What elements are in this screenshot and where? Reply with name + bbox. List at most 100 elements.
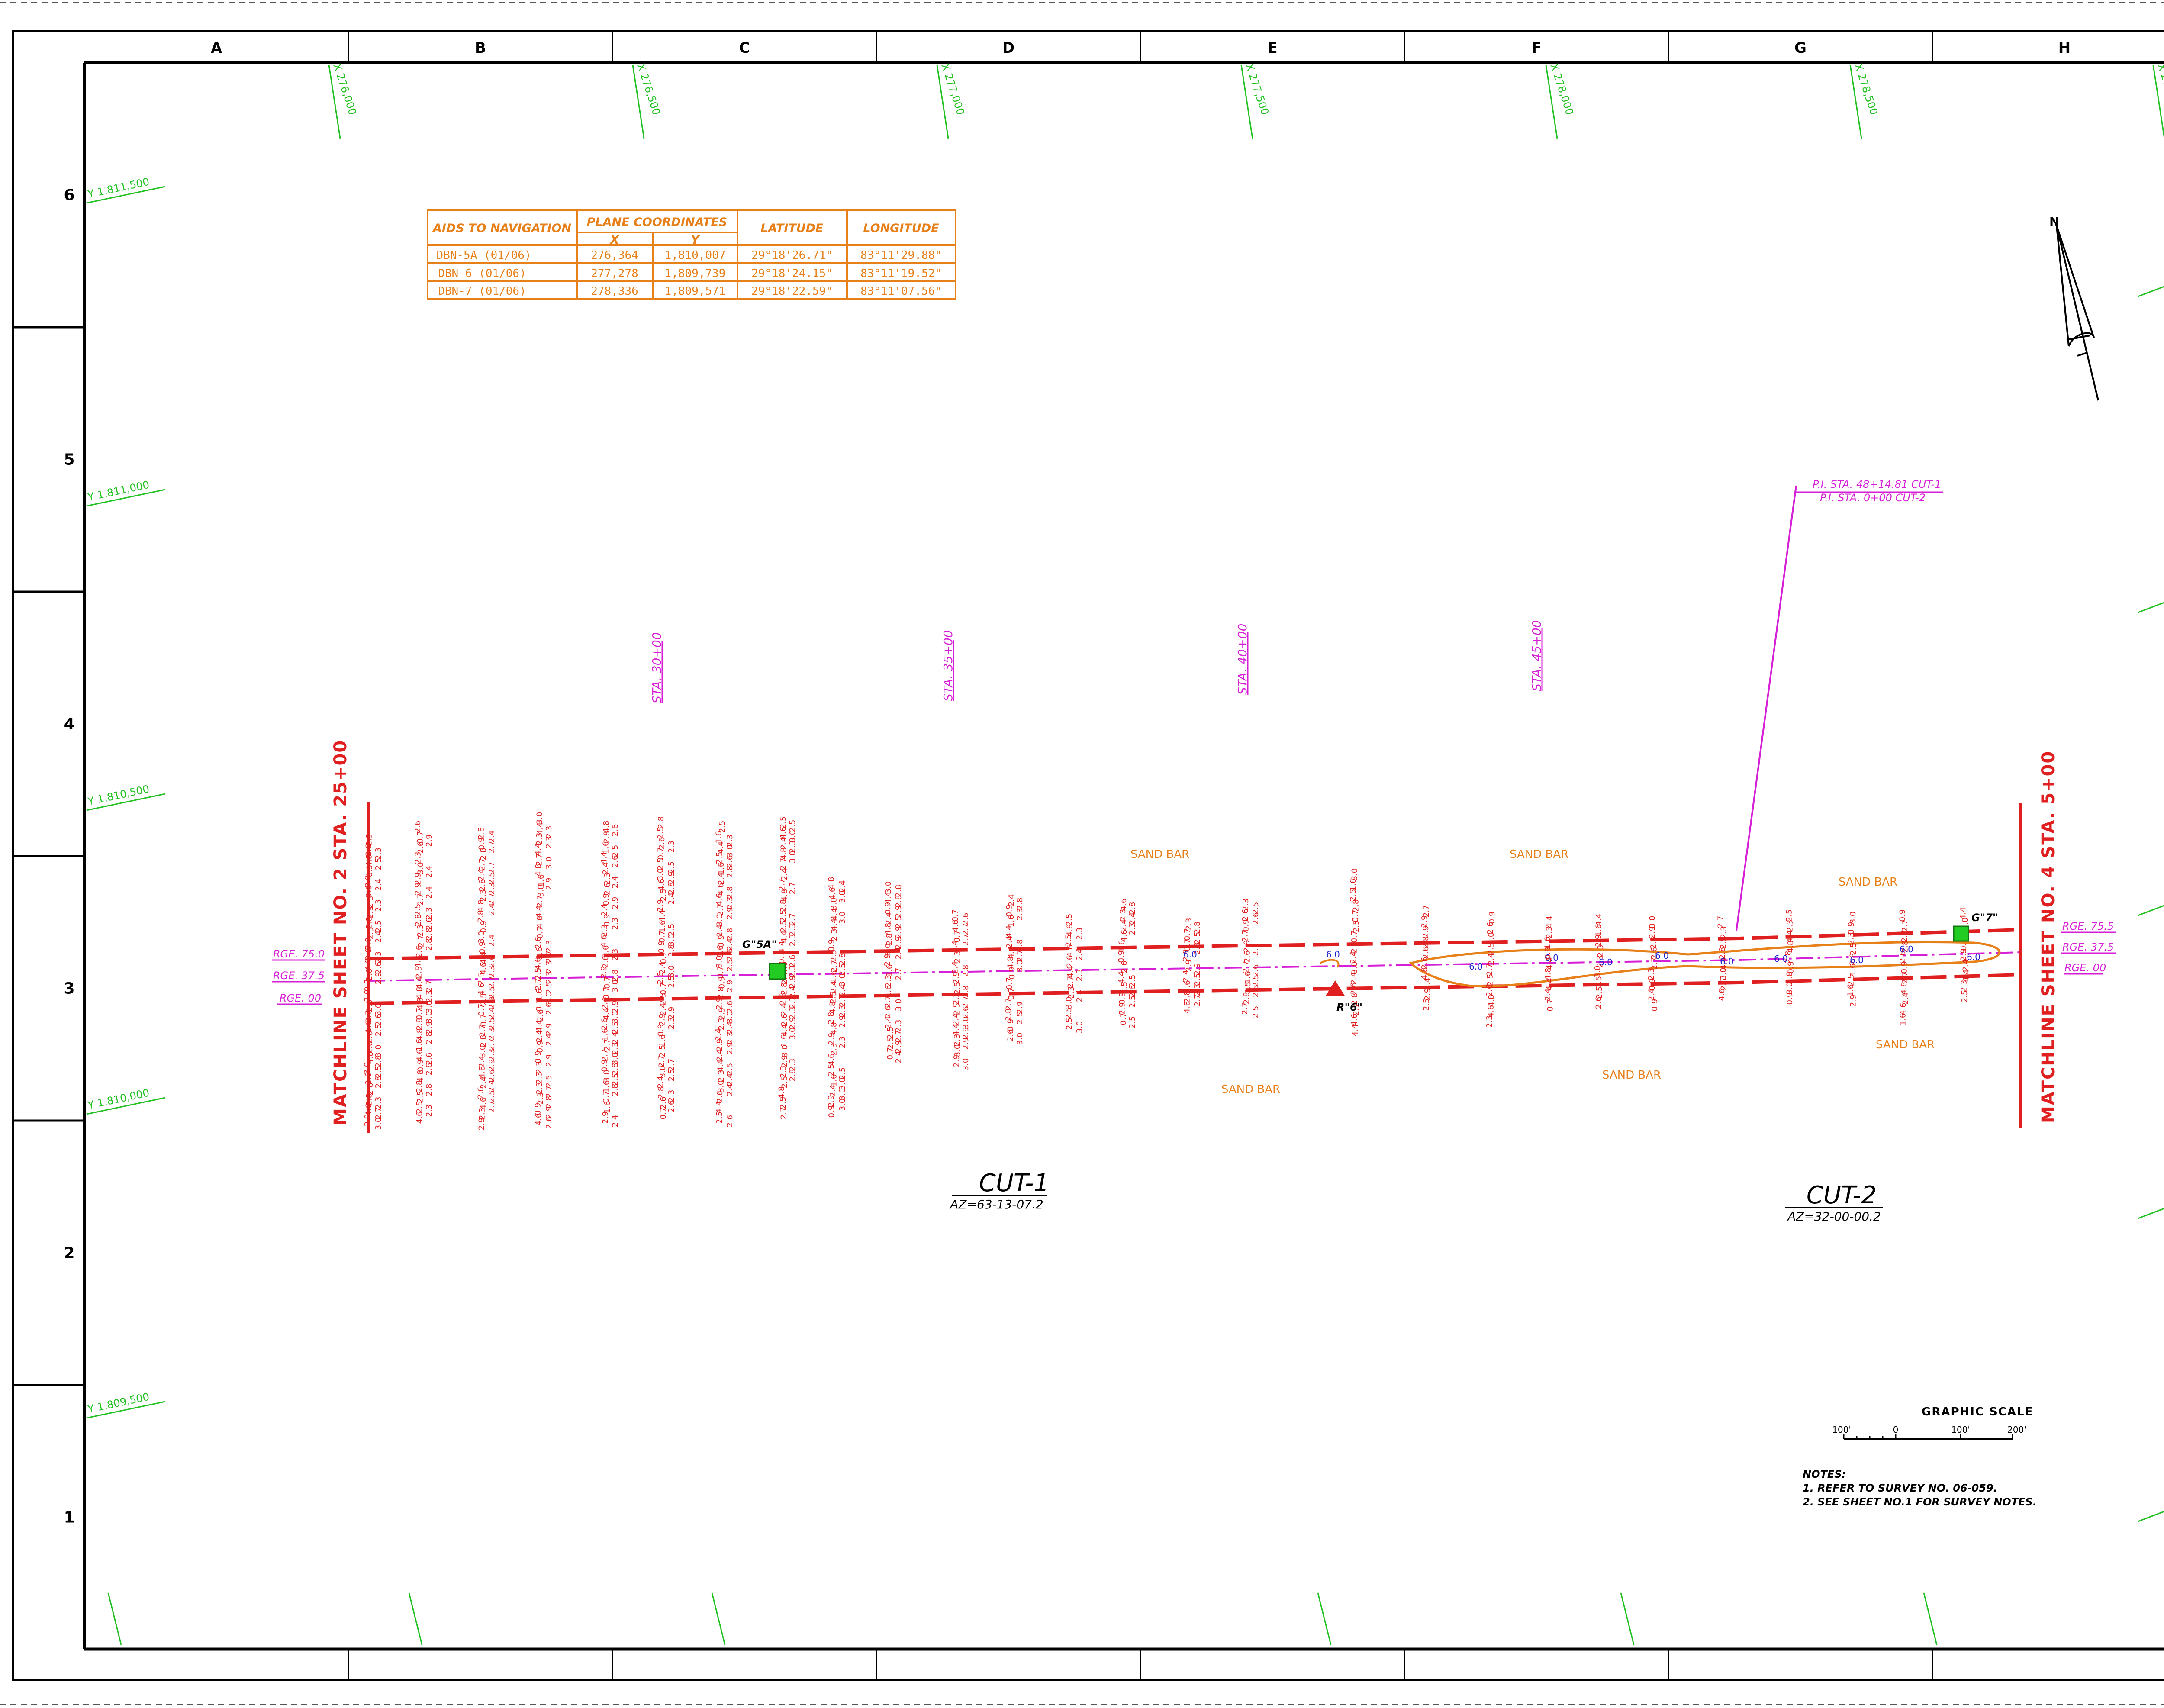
grid-tick bbox=[1317, 1592, 1332, 1645]
north-arrow bbox=[2056, 226, 2099, 401]
sounding: 4.6 bbox=[1119, 899, 1128, 911]
sounding: 2.7 bbox=[838, 995, 847, 1007]
sounding: 2.6 bbox=[364, 844, 374, 857]
pi-leader-line bbox=[1736, 485, 1797, 931]
sounding: 2.9 bbox=[883, 954, 892, 967]
sounding: 2.8 bbox=[425, 1032, 434, 1044]
sounding: 2.3 bbox=[830, 929, 839, 941]
sounding: 4.6 bbox=[534, 1113, 543, 1126]
sounding: 4.4 bbox=[1961, 970, 1971, 982]
row-label: 5 bbox=[64, 451, 74, 469]
header-lat: LATITUDE bbox=[760, 222, 824, 235]
sounding: 2.3 bbox=[1846, 932, 1855, 945]
sounding: 3.0 bbox=[715, 914, 724, 927]
sounding: 4.4 bbox=[602, 1008, 611, 1020]
sounding: 2.5 bbox=[1251, 975, 1260, 987]
sounding: 3.0 bbox=[953, 1044, 962, 1057]
sounding: 2.8 bbox=[414, 914, 423, 927]
sounding: 2.6 bbox=[374, 962, 383, 974]
row-aid: DBN-6 (01/06) bbox=[438, 267, 526, 280]
sounding: 2.4 bbox=[1961, 959, 1971, 972]
sounding: 0.9 bbox=[602, 914, 612, 927]
sounding: 4.8 bbox=[1420, 967, 1429, 980]
row-lon: 83°11'19.52" bbox=[860, 267, 942, 280]
sounding: 2.5 bbox=[1960, 990, 1969, 1003]
sounding: 2.5 bbox=[374, 1024, 383, 1037]
sounding: 4.6 bbox=[1066, 945, 1075, 957]
sounding: 3.0 bbox=[725, 1011, 734, 1024]
sounding: 2.6 bbox=[416, 841, 425, 854]
sounding: 2.9 bbox=[725, 907, 734, 920]
sounding: 2.9 bbox=[838, 1015, 847, 1028]
sounding: 4.8 bbox=[828, 1002, 837, 1014]
sounding: 2.9 bbox=[425, 1022, 434, 1034]
sounding: 4.4 bbox=[1423, 978, 1432, 990]
sounding: 2.7 bbox=[1240, 1002, 1249, 1015]
sounding: 4.8 bbox=[779, 848, 788, 860]
sounding: 2.4 bbox=[477, 1056, 486, 1068]
sounding: 0.9 bbox=[534, 1051, 543, 1063]
sounding: 2.8 bbox=[365, 1093, 374, 1106]
sounding: 4.6 bbox=[535, 916, 544, 928]
sounding: 2.4 bbox=[487, 903, 496, 916]
sounding: 2.7 bbox=[1900, 920, 1910, 932]
sounding: 2.9 bbox=[952, 972, 961, 984]
sounding: 2.6 bbox=[1241, 909, 1250, 922]
sounding: 0.7 bbox=[1183, 928, 1192, 941]
sounding: 2.5 bbox=[479, 993, 488, 1006]
sounding: 2.3 bbox=[1649, 937, 1658, 949]
sounding: 2.7 bbox=[788, 913, 797, 926]
sounding: 4.4 bbox=[1958, 907, 1968, 920]
red-triangle-marker bbox=[1325, 980, 1345, 996]
sounding: 2.8 bbox=[725, 866, 734, 878]
sounding: 2.5 bbox=[1251, 1006, 1260, 1018]
aid-marker-5a: G"5A" bbox=[742, 938, 786, 980]
sounding: 3.0 bbox=[477, 931, 486, 944]
sounding: 4.4 bbox=[534, 843, 543, 856]
aid-marker-6: R"6" bbox=[1325, 980, 1362, 1013]
sounding: 2.9 bbox=[544, 878, 554, 890]
sounding: 3.0 bbox=[725, 845, 734, 857]
sounding: 2.4 bbox=[894, 1051, 903, 1063]
sounding: 2.7 bbox=[487, 1038, 496, 1051]
blue-sounding: 6.0 bbox=[1655, 951, 1669, 961]
sounding: 4.8 bbox=[534, 864, 543, 877]
sounding: 2.9 bbox=[363, 1114, 372, 1127]
sounding: 2.8 bbox=[885, 933, 894, 946]
sounding: 2.7 bbox=[487, 1101, 496, 1113]
sounding: 3.0 bbox=[374, 1003, 383, 1016]
sounding: 4.8 bbox=[1786, 941, 1795, 953]
sounding: 2.5 bbox=[1193, 932, 1202, 944]
sounding: 2.9 bbox=[961, 1038, 970, 1050]
sounding: 2.3 bbox=[535, 1061, 544, 1074]
sounding: 2.8 bbox=[1421, 936, 1430, 949]
sounding: 2.9 bbox=[1242, 940, 1251, 953]
sounding: 2.3 bbox=[1128, 923, 1137, 935]
sounding: 2.3 bbox=[487, 1049, 496, 1061]
sounding: 0.9 bbox=[600, 1060, 609, 1072]
sounding: 2.6 bbox=[603, 883, 612, 896]
sounding: 0.9 bbox=[827, 1105, 836, 1118]
channel-bottom-line bbox=[367, 973, 2022, 1005]
row-y: 1,809,571 bbox=[665, 285, 726, 298]
sounding: 4.6 bbox=[534, 957, 543, 970]
sounding: 3.0 bbox=[656, 868, 665, 881]
sounding: 2.3 bbox=[1118, 909, 1127, 922]
sounding: 2.7 bbox=[1066, 976, 1076, 989]
sounding: 2.7 bbox=[374, 1107, 383, 1120]
sounding: 2.8 bbox=[1900, 941, 1910, 953]
sounding: 4.6 bbox=[1486, 1005, 1495, 1018]
sounding: 2.7 bbox=[883, 996, 892, 1008]
sounding: 4.6 bbox=[1183, 980, 1192, 993]
sounding: 4.6 bbox=[715, 893, 724, 906]
y-grid-tick bbox=[86, 793, 166, 811]
sounding: 2.9 bbox=[1423, 988, 1432, 1001]
sounding: 0.9 bbox=[534, 1103, 543, 1115]
sounding: 2.4 bbox=[838, 880, 847, 893]
sounding: 2.4 bbox=[838, 984, 847, 997]
sounding: 2.5 bbox=[487, 1018, 496, 1030]
sounding: 2.9 bbox=[827, 1095, 836, 1108]
sounding: 2.4 bbox=[715, 925, 724, 937]
sounding: 2.3 bbox=[611, 1042, 620, 1055]
sounding: 2.5 bbox=[477, 973, 486, 985]
